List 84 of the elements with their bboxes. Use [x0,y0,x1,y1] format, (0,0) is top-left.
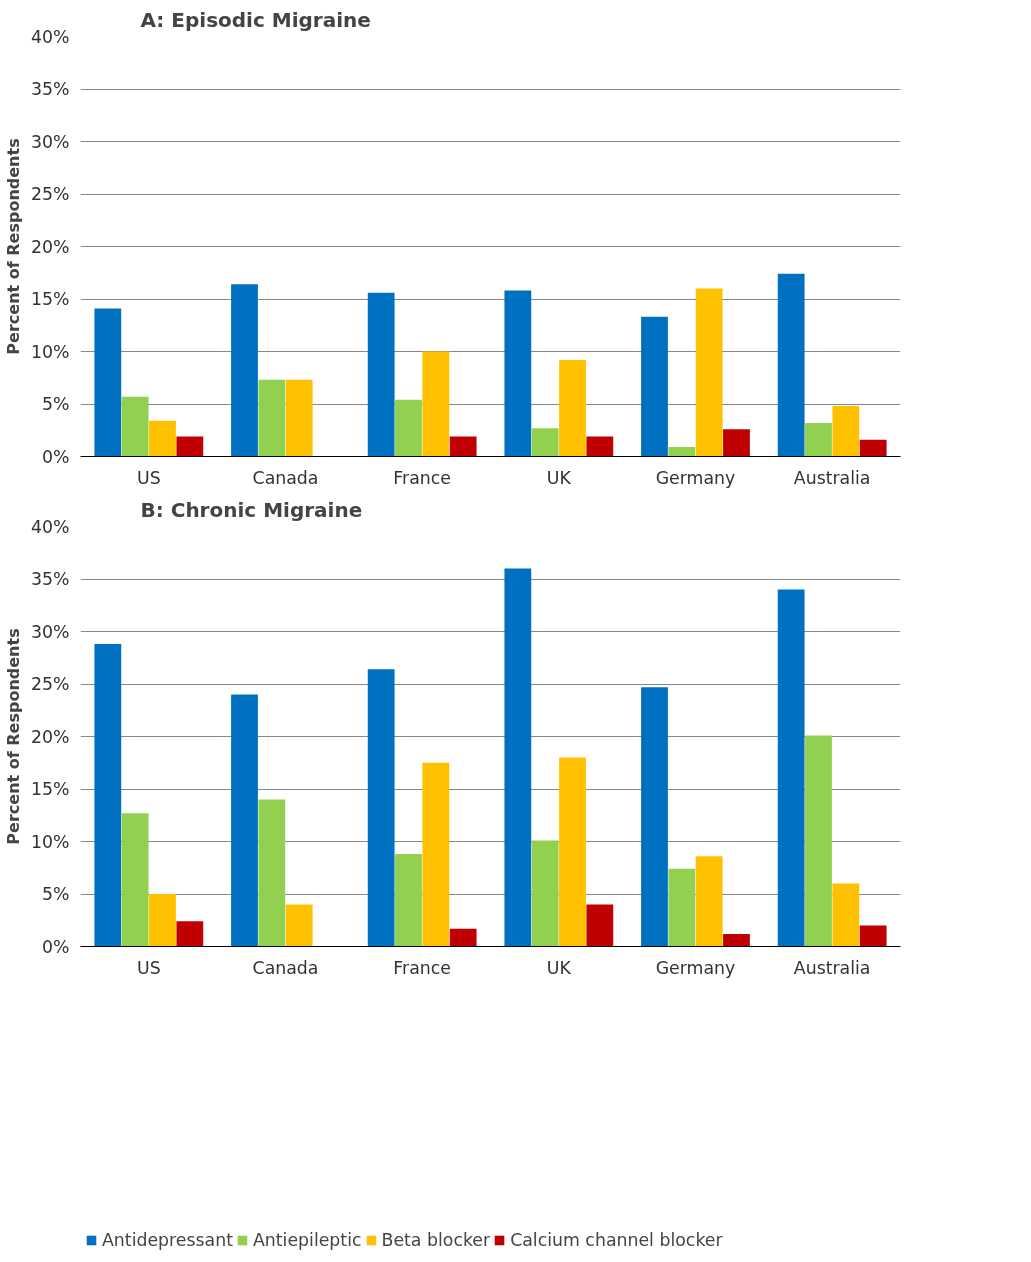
bar [723,429,750,457]
bar [832,883,860,947]
bar [149,894,176,947]
y-tick-label: 40% [30,26,70,47]
bar [504,290,532,457]
x-tick-label: US [136,467,161,488]
bar [531,428,559,457]
bar [422,762,450,947]
y-axis-title: Percent of Respondents [3,628,23,845]
x-tick-label: Australia [793,957,871,978]
x-tick-label: Germany [655,467,736,488]
y-tick-label: 10% [30,831,70,852]
bar [586,904,614,947]
x-tick-label: UK [546,467,572,488]
x-tick-label: France [393,957,451,978]
bar [723,933,750,947]
x-tick-label: US [136,957,161,978]
y-tick-label: 20% [30,726,70,747]
bar [231,284,258,457]
bar [559,359,586,457]
bar [395,399,422,457]
legend-label: Antiepileptic [252,1230,362,1250]
bar [449,928,477,947]
y-tick-label: 35% [30,79,70,99]
bar [367,292,395,457]
y-tick-label: 30% [30,621,70,642]
bar [121,396,149,457]
bar [641,687,668,947]
bar [231,694,258,947]
chart-title: A: Episodic Migraine [140,7,371,32]
legend-label: Beta blocker [381,1230,491,1250]
y-axis-title: Percent of Respondents [3,138,23,355]
y-tick-label: 5% [42,394,70,414]
bar [586,436,614,457]
bar [805,422,832,457]
y-tick-label: 30% [30,131,70,152]
bar [859,439,887,457]
y-tick-label: 15% [30,779,70,799]
bar [258,379,286,457]
y-tick-label: 15% [30,289,70,309]
legend-label: Antidepressant [102,1230,233,1250]
bar [94,308,122,457]
chart-title: B: Chronic Migraine [140,497,363,522]
bar [94,644,122,947]
bar [285,379,313,457]
y-tick-label: 10% [30,341,70,362]
bar [176,436,204,457]
bar [777,273,805,457]
y-tick-label: 5% [42,884,70,904]
bar [121,813,149,947]
bar [832,406,860,457]
bar [859,925,887,947]
x-tick-label: UK [546,957,572,978]
x-tick-label: Canada [252,467,319,488]
bar [504,568,532,947]
y-tick-label: 25% [30,184,70,204]
bar [258,799,286,947]
bar [641,316,668,457]
bar [559,757,586,947]
y-tick-label: 0% [42,936,70,957]
bar [668,447,696,457]
bar [367,669,395,947]
bar [531,840,559,947]
legend-label: Calcium channel blocker [510,1230,723,1250]
x-tick-label: Canada [252,957,319,978]
bar [695,856,723,947]
x-tick-label: Australia [793,467,871,488]
bar [668,868,696,947]
y-tick-label: 0% [42,446,70,467]
bar [285,904,313,947]
bar [449,436,477,457]
bar [777,589,805,947]
y-tick-label: 20% [30,236,70,257]
x-tick-label: Germany [655,957,736,978]
bar [805,735,832,947]
bar [395,854,422,947]
bar [149,420,176,457]
bar [695,288,723,457]
y-tick-label: 25% [30,674,70,694]
bar [176,921,204,947]
y-tick-label: 35% [30,569,70,589]
bar [422,351,450,457]
y-tick-label: 40% [30,516,70,537]
x-tick-label: France [393,467,451,488]
